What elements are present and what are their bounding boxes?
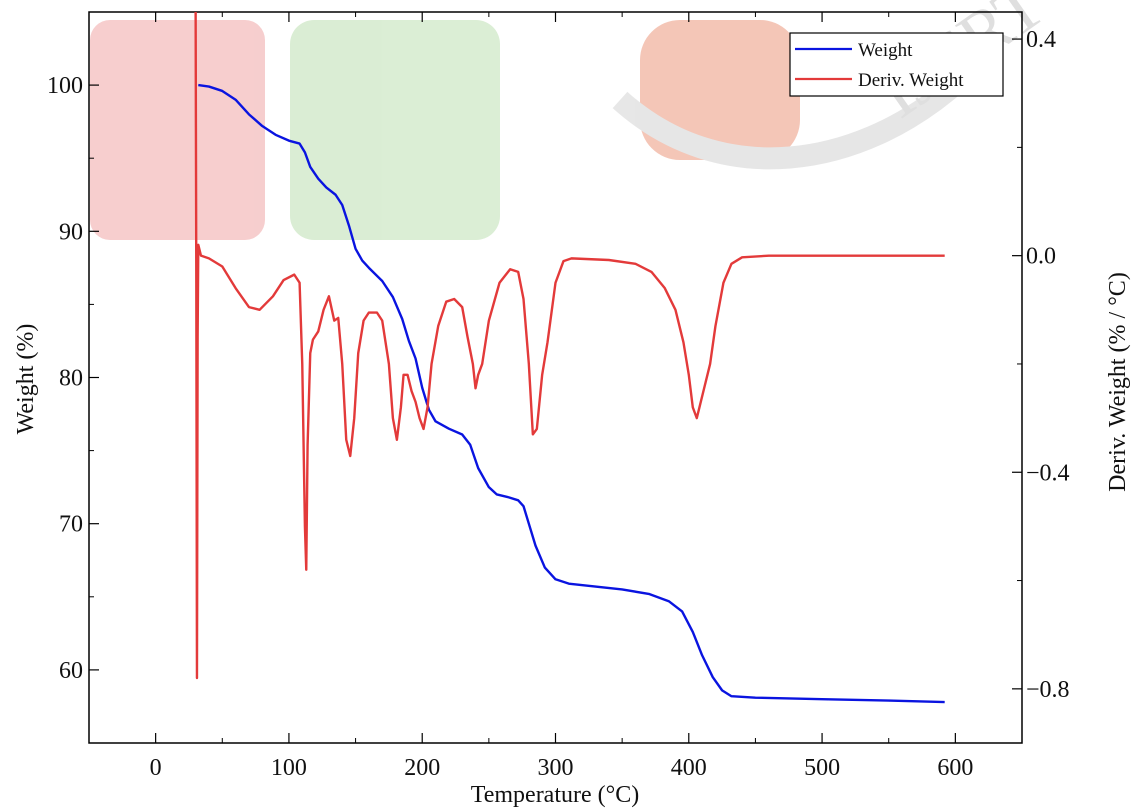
- y-left-tick-label: 70: [59, 512, 83, 538]
- y-axis-left-title: Weight (%): [13, 324, 39, 435]
- y-right-tick-label: −0.8: [1026, 677, 1070, 703]
- watermark-swoosh: [612, 71, 968, 170]
- x-tick-label: 0: [150, 755, 162, 781]
- watermark: IJCRT: [90, 0, 1059, 240]
- y-right-tick-label: −0.4: [1026, 460, 1070, 486]
- y-left-tick-label: 80: [59, 366, 83, 392]
- y-left-tick-label: 90: [59, 219, 83, 245]
- x-tick-label: 100: [271, 755, 307, 781]
- y-right-tick-label: 0.4: [1026, 27, 1056, 53]
- y-right-tick-label: 0.0: [1026, 244, 1056, 270]
- y-axis-right-title: Deriv. Weight (% / °C): [1105, 272, 1131, 492]
- x-tick-label: 600: [937, 755, 973, 781]
- legend-label-weight: Weight: [858, 40, 913, 61]
- x-tick-label: 500: [804, 755, 840, 781]
- y-left-tick-label: 100: [47, 73, 83, 99]
- x-tick-label: 200: [404, 755, 440, 781]
- watermark-shape-red: [90, 20, 265, 240]
- watermark-shape-green: [290, 20, 500, 240]
- legend-box: [789, 32, 1004, 97]
- series-line-deriv-weight: [194, 11, 945, 680]
- x-axis-title: Temperature (°C): [471, 782, 640, 808]
- x-tick-label: 300: [538, 755, 574, 781]
- legend: Weight Deriv. Weight: [789, 32, 1004, 97]
- x-tick-label: 400: [671, 755, 707, 781]
- legend-label-deriv-weight: Deriv. Weight: [858, 70, 964, 91]
- series-line-weight: [198, 83, 945, 704]
- watermark-shape-orange: [640, 20, 800, 160]
- y-left-tick-label: 60: [59, 658, 83, 684]
